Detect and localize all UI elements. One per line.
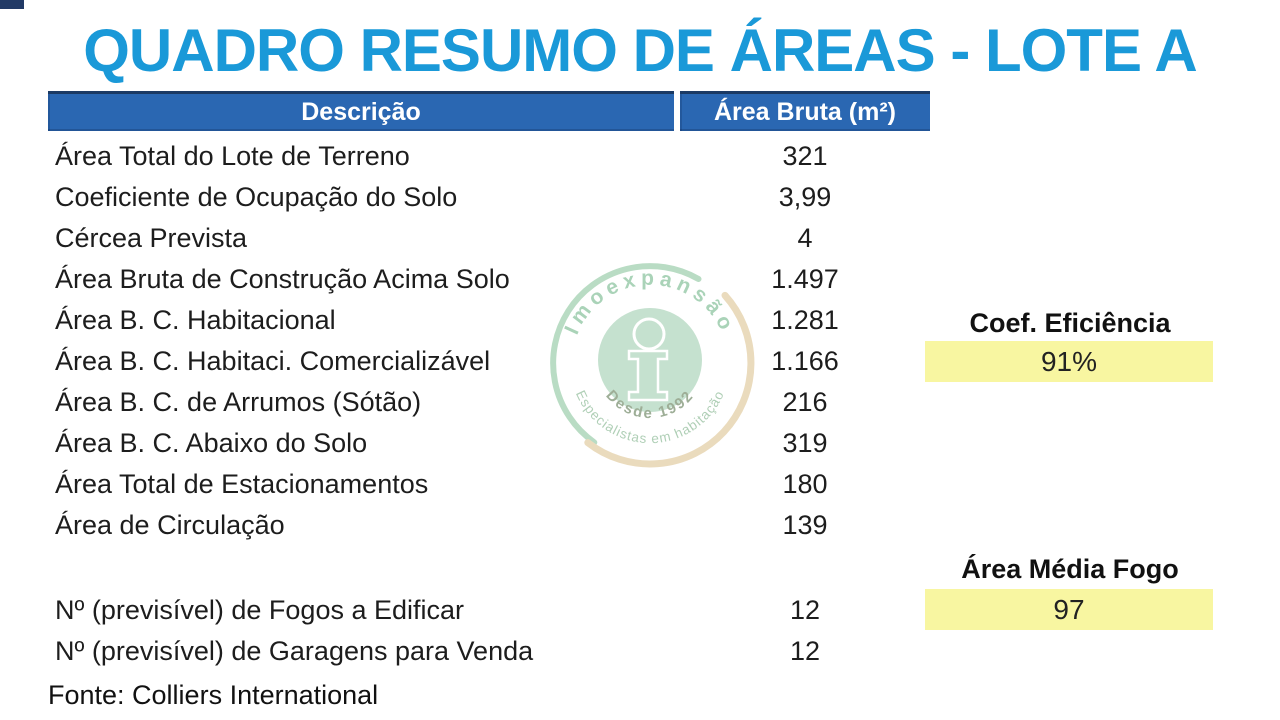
row-value: 319 [782, 428, 828, 458]
avg-dwelling-area-value: 97 [925, 589, 1213, 630]
scan-artifact-mark [0, 0, 24, 9]
avg-dwelling-area-label: Área Média Fogo [961, 554, 1179, 584]
table-row: Cércea Prevista 4 [48, 218, 930, 259]
row-label: Coeficiente de Ocupação do Solo [55, 182, 458, 212]
row-label: Cércea Prevista [55, 223, 248, 253]
row-label: Área B. C. Habitaci. Comercializável [55, 346, 491, 376]
table-row: Área Total do Lote de Terreno 321 [48, 136, 930, 177]
row-value: 12 [789, 595, 821, 625]
table-body: Área Total do Lote de Terreno 321 Coeficie… [48, 136, 930, 672]
efficiency-coefficient-value: 91% [925, 341, 1213, 382]
row-label: Área B. C. Abaixo do Solo [55, 428, 368, 458]
table-row: Área B. C. de Arrumos (Sótão) 216 [48, 382, 930, 423]
table-row: Área B. C. Abaixo do Solo 319 [48, 423, 930, 464]
table-row: Nº (previsível) de Fogos a Edificar 12 [48, 590, 930, 631]
page-title: QUADRO RESUMO DE ÁREAS - LOTE A [83, 17, 1197, 84]
row-value: 12 [789, 636, 821, 666]
column-header-gross-area: Área Bruta (m²) [680, 91, 930, 131]
source-attribution: Fonte: Colliers International [48, 680, 379, 710]
row-label: Área B. C. de Arrumos (Sótão) [55, 387, 422, 417]
table-row: Área B. C. Habitacional 1.281 [48, 300, 930, 341]
row-label: Área de Circulação [55, 510, 285, 540]
row-value: 321 [782, 141, 828, 171]
row-value: 139 [782, 510, 828, 540]
row-value: 4 [797, 223, 813, 253]
areas-summary-table: Descrição Área Bruta (m²) Área Total do … [48, 91, 930, 672]
row-label: Área Bruta de Construção Acima Solo [55, 264, 510, 294]
row-label: Nº (previsível) de Fogos a Edificar [55, 595, 465, 625]
table-row: Área Bruta de Construção Acima Solo 1.497 [48, 259, 930, 300]
row-value: 180 [782, 469, 828, 499]
table-row: Coeficiente de Ocupação do Solo 3,99 [48, 177, 930, 218]
efficiency-coefficient-label: Coef. Eficiência [969, 308, 1171, 338]
table-row: Nº (previsível) de Garagens para Venda 12 [48, 631, 930, 672]
row-label: Nº (previsível) de Garagens para Venda [55, 636, 534, 666]
row-value: 3,99 [778, 182, 832, 212]
row-label: Área B. C. Habitacional [55, 305, 336, 335]
table-header-row: Descrição Área Bruta (m²) [48, 91, 930, 131]
row-value: 1.497 [771, 264, 839, 294]
row-label: Área Total do Lote de Terreno [55, 141, 410, 171]
row-value: 1.281 [771, 305, 839, 335]
row-label: Área Total de Estacionamentos [55, 469, 429, 499]
row-value: 216 [782, 387, 828, 417]
table-row: Área Total de Estacionamentos 180 [48, 464, 930, 505]
table-row: Área B. C. Habitaci. Comercializável 1.16… [48, 341, 930, 382]
row-value: 1.166 [771, 346, 839, 376]
table-row: Área de Circulação 139 [48, 505, 930, 546]
column-header-description: Descrição [48, 91, 674, 131]
